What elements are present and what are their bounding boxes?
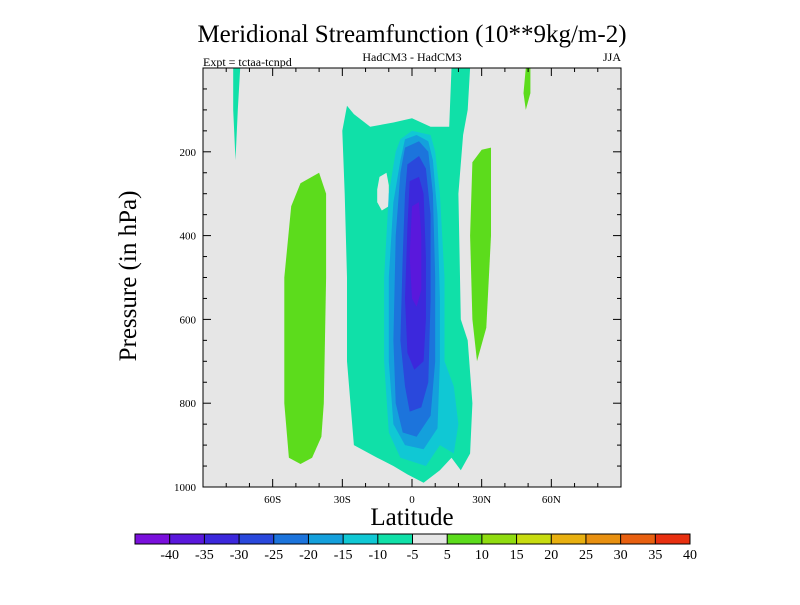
contour-region-3 xyxy=(523,68,531,110)
colorbar-label: -10 xyxy=(368,548,387,563)
x-tick-label: 0 xyxy=(409,494,415,506)
colorbar-label: 10 xyxy=(475,548,489,563)
colorbar-swatch-13 xyxy=(551,534,587,544)
y-axis-ticks: 200 400 600 800 1000 xyxy=(174,147,621,494)
colorbar-swatch-8 xyxy=(377,534,413,544)
y-tick-label: 200 xyxy=(180,147,197,159)
colorbar: -40 -35 -30 -25 -20 -15 -10 -5 5 10 15 20 25 30 35 40 xyxy=(134,533,697,563)
contour-region-6 xyxy=(377,172,389,211)
colorbar-swatch-14 xyxy=(585,534,622,544)
colorbar-swatch-6 xyxy=(308,534,344,544)
left-subtitle: Expt = tctaa-tcnpd xyxy=(203,55,292,69)
contour-region-4 xyxy=(233,68,241,161)
contour-region-1 xyxy=(284,172,327,465)
contour-region-2 xyxy=(470,147,491,362)
colorbar-swatch-7 xyxy=(343,534,379,544)
y-tick-label: 800 xyxy=(180,398,197,410)
minor-ticks xyxy=(203,68,621,487)
colorbar-label: -25 xyxy=(264,548,283,563)
colorbar-label: -30 xyxy=(230,548,249,563)
colorbar-label: 5 xyxy=(444,548,451,563)
contour-region-12 xyxy=(409,202,422,307)
colorbar-label: 20 xyxy=(544,548,558,563)
x-tick-label: 60S xyxy=(264,494,281,506)
y-axis-label: Pressure (in hPa) xyxy=(115,191,142,362)
colorbar-swatch-1 xyxy=(135,534,171,544)
x-tick-label: 30N xyxy=(472,494,491,506)
y-tick-label: 600 xyxy=(180,314,197,326)
x-tick-label: 60N xyxy=(542,494,561,506)
colorbar-label: -35 xyxy=(195,548,214,563)
colorbar-label: -5 xyxy=(407,548,419,563)
colorbar-label: 35 xyxy=(648,548,662,563)
colorbar-swatch-12 xyxy=(516,534,552,544)
colorbar-swatch-4 xyxy=(239,534,275,544)
x-axis-ticks: 60S 30S 0 30N 60N xyxy=(264,68,561,506)
colorbar-swatch-16 xyxy=(655,534,691,544)
right-subtitle: JJA xyxy=(603,50,621,64)
colorbar-frame xyxy=(134,533,691,545)
x-axis-label: Latitude xyxy=(370,504,453,531)
colorbar-swatch-10 xyxy=(447,534,483,544)
colorbar-label: 25 xyxy=(579,548,593,563)
colorbar-label: 40 xyxy=(683,548,697,563)
colorbar-label: -40 xyxy=(160,548,179,563)
colorbar-label: -20 xyxy=(299,548,318,563)
colorbar-swatch-2 xyxy=(169,534,205,544)
contour-layer xyxy=(233,68,531,483)
colorbar-label: 30 xyxy=(614,548,628,563)
chart-title: Meridional Streamfunction (10**9kg/m-2) xyxy=(197,21,626,48)
center-subtitle: HadCM3 - HadCM3 xyxy=(362,50,461,64)
colorbar-swatch-11 xyxy=(481,534,517,544)
colorbar-swatch-15 xyxy=(620,534,656,544)
y-tick-label: 400 xyxy=(180,231,197,243)
y-tick-label: 1000 xyxy=(174,482,197,494)
colorbar-swatch-9 xyxy=(412,534,448,544)
colorbar-label: 15 xyxy=(510,548,524,563)
x-tick-label: 30S xyxy=(334,494,351,506)
colorbar-label: -15 xyxy=(334,548,353,563)
colorbar-swatch-3 xyxy=(204,534,240,544)
colorbar-swatch-5 xyxy=(273,534,309,544)
